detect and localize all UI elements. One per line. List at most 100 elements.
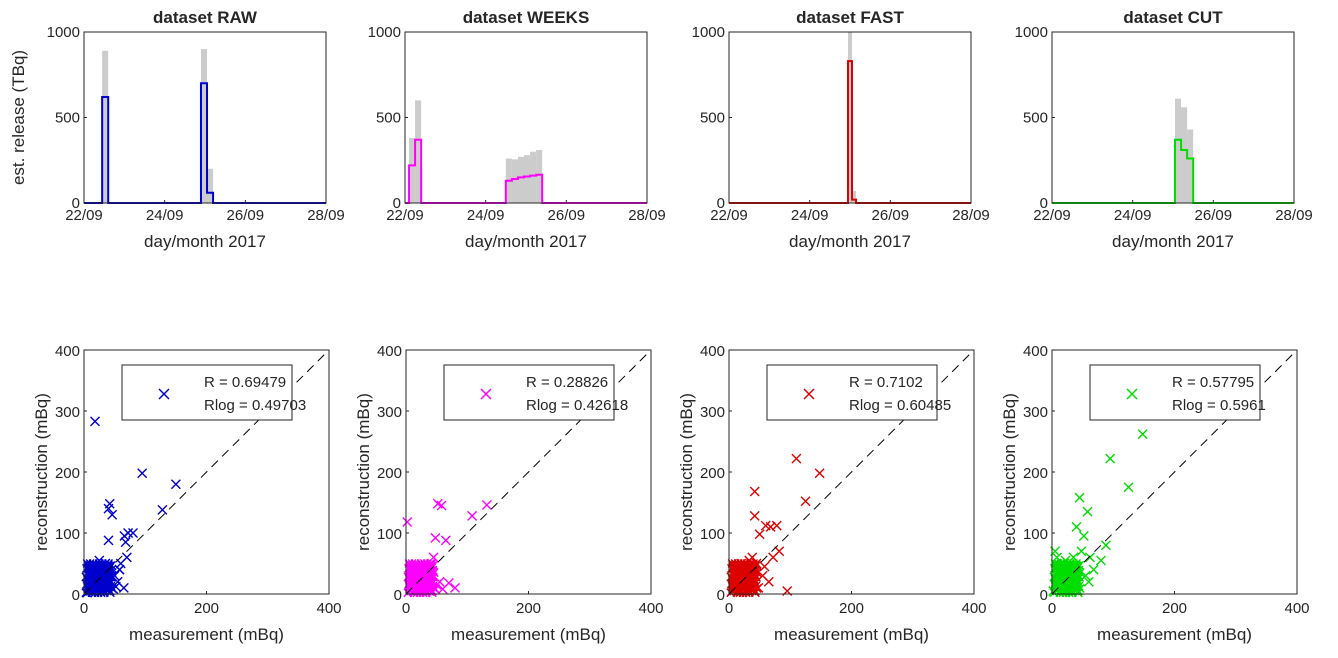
scatter-point xyxy=(739,564,750,575)
scatter-point xyxy=(422,564,433,575)
scatter-point xyxy=(103,579,114,590)
x-tick-label: 200 xyxy=(1162,600,1187,617)
legend-r-value: R = 0.28826 xyxy=(526,374,608,391)
scatter-point xyxy=(100,558,111,569)
scatter-point xyxy=(748,573,759,584)
uncertainty-bar xyxy=(517,156,524,203)
scatter-panel-4: 0 200 400 0 100 200 300 400 R = 0.57795 Rlog = 0.… xyxy=(1000,343,1310,644)
panel-title: dataset RAW xyxy=(153,8,258,27)
release-panel-2: 22/09 24/09 26/09 28/09 0 500 1000 dataset WEEK… xyxy=(368,8,666,251)
y-axis-label: est. release (TBq) xyxy=(9,50,28,185)
uncertainty-bar xyxy=(1181,107,1188,203)
scatter-point xyxy=(104,576,115,587)
x-tick-label: 200 xyxy=(516,600,541,617)
scatter-point xyxy=(1056,576,1067,587)
y-tick-label: 0 xyxy=(393,195,401,212)
y-tick-label: 100 xyxy=(1023,526,1048,543)
scatter-point xyxy=(107,509,118,520)
x-tick-label: 28/09 xyxy=(307,207,345,224)
y-tick-label: 400 xyxy=(700,343,725,360)
legend-marker xyxy=(803,388,815,400)
scatter-point xyxy=(731,567,742,578)
scatter-point xyxy=(1065,579,1076,590)
scatter-point xyxy=(1096,555,1106,566)
y-tick-label: 500 xyxy=(376,110,401,127)
y-tick-label: 300 xyxy=(700,404,725,421)
y-tick-label: 100 xyxy=(55,526,80,543)
legend-box xyxy=(121,364,293,421)
scatter-point xyxy=(109,570,120,581)
legend-box xyxy=(443,364,615,421)
uncertainty-bar xyxy=(102,50,109,204)
y-tick-label: 500 xyxy=(700,110,725,127)
scatter-point xyxy=(733,576,744,587)
legend-marker xyxy=(158,388,170,400)
scatter-point xyxy=(120,537,131,548)
scatter-point xyxy=(430,584,441,595)
scatter-point xyxy=(436,500,447,511)
x-axis-label: measurement (mBq) xyxy=(451,625,606,644)
scatter-point xyxy=(103,503,114,514)
x-tick-label: 24/09 xyxy=(146,207,184,224)
scatter-point xyxy=(1067,573,1078,584)
scatter-point xyxy=(102,561,113,572)
x-tick-label: 400 xyxy=(961,600,986,617)
y-tick-label: 500 xyxy=(55,110,80,127)
y-tick-label: 200 xyxy=(55,465,80,482)
scatter-point xyxy=(1074,492,1085,503)
panel-title: dataset WEEKS xyxy=(463,8,590,27)
y-tick-label: 400 xyxy=(55,343,80,360)
x-tick-label: 0 xyxy=(80,600,88,617)
x-axis-label: measurement (mBq) xyxy=(774,625,929,644)
scatter-point xyxy=(413,561,424,572)
scatter-point xyxy=(114,564,125,575)
panel-title: dataset FAST xyxy=(796,8,904,27)
y-tick-label: 300 xyxy=(55,404,80,421)
scatter-point xyxy=(1072,570,1083,581)
scatter-point xyxy=(414,581,425,592)
scatter-point xyxy=(749,510,760,521)
scatter-point xyxy=(421,576,432,587)
scatter-point xyxy=(170,479,181,490)
x-tick-label: 28/09 xyxy=(628,207,666,224)
scatter-panel-1: 0 200 400 0 100 200 300 400 R = 0.69479 Rlog = 0.… xyxy=(32,343,342,644)
uncertainty-bar xyxy=(207,168,214,203)
legend-marker xyxy=(480,388,492,400)
scatter-point xyxy=(1051,552,1062,563)
scatter-point xyxy=(800,496,811,507)
x-tick-label: 0 xyxy=(402,600,410,617)
scatter-point xyxy=(1054,567,1065,578)
y-tick-label: 100 xyxy=(700,526,725,543)
x-tick-label: 28/09 xyxy=(952,207,990,224)
scatter-point xyxy=(1123,482,1134,493)
scatter-point xyxy=(735,584,746,595)
scatter-panel-3: 0 200 400 0 100 200 300 400 R = 0.7102 Rlog = 0.6… xyxy=(677,343,987,644)
scatter-point xyxy=(1076,546,1087,557)
scatter-point xyxy=(736,558,747,569)
y-tick-label: 0 xyxy=(72,195,80,212)
uncertainty-bar xyxy=(523,155,531,203)
scatter-point xyxy=(1137,429,1148,440)
x-axis-label: measurement (mBq) xyxy=(129,625,284,644)
scatter-point xyxy=(437,584,448,595)
x-axis-label: measurement (mBq) xyxy=(1097,625,1252,644)
panel-title: dataset CUT xyxy=(1123,8,1223,27)
y-tick-label: 0 xyxy=(1040,587,1048,604)
scatter-point xyxy=(1100,540,1111,551)
scatter-point xyxy=(103,535,114,546)
y-tick-label: 0 xyxy=(72,587,80,604)
scatter-point xyxy=(751,558,762,569)
release-panel-4: 22/09 24/09 26/09 28/09 0 500 1000 dataset CUT d… xyxy=(1015,8,1313,251)
scatter-point xyxy=(106,570,117,581)
uncertainty-bar xyxy=(415,100,422,203)
scatter-point xyxy=(1078,531,1089,542)
scatter-point xyxy=(1082,506,1093,517)
legend-rlog-value: Rlog = 0.49703 xyxy=(204,397,306,414)
scatter-point xyxy=(88,564,99,575)
x-tick-label: 26/09 xyxy=(872,207,910,224)
scatter-point xyxy=(771,520,782,531)
x-tick-label: 0 xyxy=(1048,600,1056,617)
x-tick-label: 22/09 xyxy=(65,207,103,224)
uncertainty-bar xyxy=(200,49,208,203)
